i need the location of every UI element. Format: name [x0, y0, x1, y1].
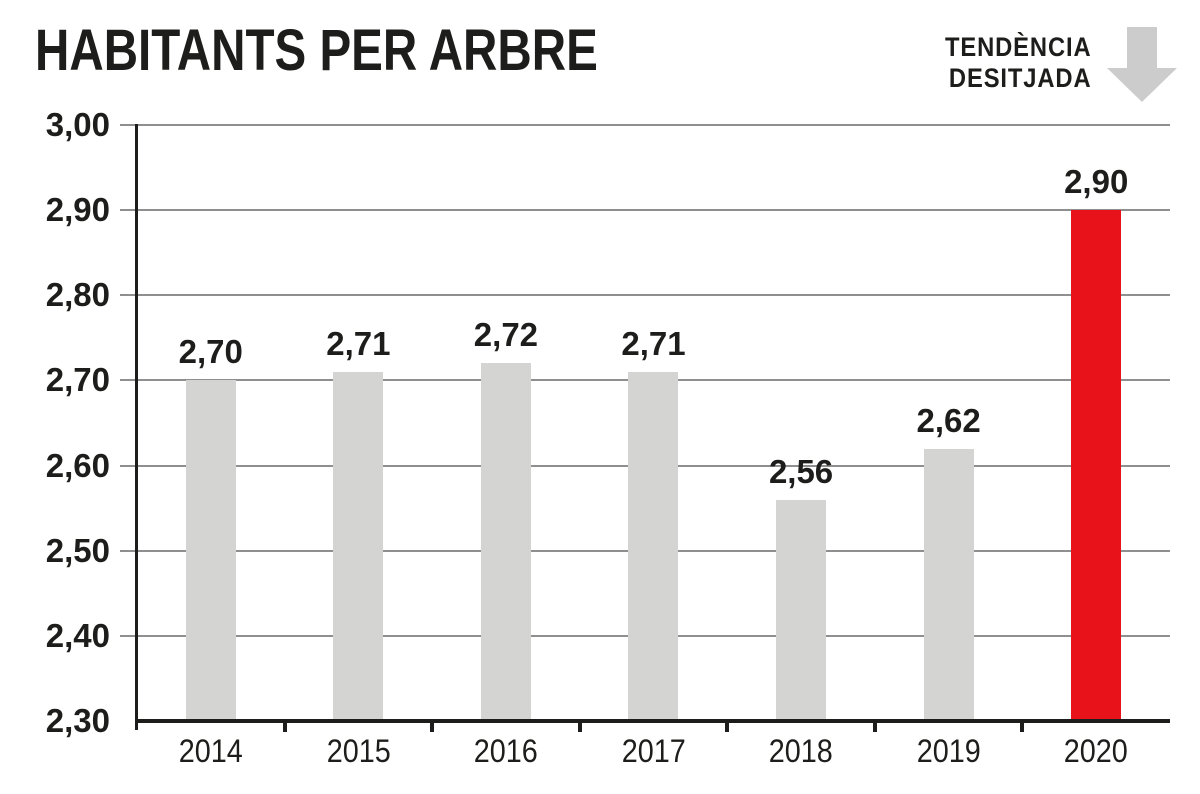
down-arrow-head	[1107, 68, 1177, 102]
y-axis-label: 2,30	[45, 702, 110, 739]
bar-column-2015: 2,71 2015	[285, 125, 433, 769]
x-axis-label-2018: 2018	[769, 733, 834, 769]
bar-value-label-2017: 2,71	[621, 324, 686, 362]
bar-column-2017: 2,71 2017	[580, 125, 728, 769]
bar-value-label-2016: 2,72	[473, 316, 539, 354]
bar-column-2019: 2,62 2019	[875, 125, 1023, 769]
y-axis-label: 2,70	[45, 361, 110, 399]
x-axis-label-2014: 2014	[178, 733, 243, 769]
bar-column-2020: 2,90 2020	[1022, 125, 1170, 769]
bar-value-label-2015: 2,71	[326, 324, 391, 362]
x-axis-tick	[725, 723, 730, 732]
down-arrow-shaft	[1127, 27, 1157, 68]
x-axis-label-2020: 2020	[1064, 733, 1129, 769]
bar-column-2014: 2,70 2014	[137, 125, 285, 769]
bar-value-label-2020: 2,90	[1064, 163, 1129, 201]
bar-2020	[1071, 210, 1122, 721]
bar-2017	[628, 371, 679, 721]
trend-label-line1: TENDÈNCIA	[945, 32, 1092, 62]
x-axis-label-2019: 2019	[916, 733, 981, 769]
trend-legend-label: TENDÈNCIA DESITJADA	[945, 32, 1092, 94]
bar-2015	[333, 371, 384, 721]
bar-2018	[776, 499, 827, 721]
x-axis-label-2016: 2016	[473, 733, 538, 769]
bar-2016	[480, 363, 531, 721]
down-arrow-icon	[1107, 27, 1177, 102]
trend-label-line2: DESITJADA	[949, 63, 1092, 93]
y-axis-label: 3,00	[45, 106, 110, 143]
bar-value-label-2014: 2,70	[178, 333, 243, 371]
gridline-3,00	[120, 124, 1170, 126]
x-axis-tick	[577, 723, 582, 732]
y-axis-label: 2,50	[45, 531, 110, 569]
bar-chart-plot-area: 3,00 2,90 2,80 2,70 2,60 2,50 2,40 2,30 2,70 2014…	[46, 106, 1170, 769]
x-axis-tick	[872, 723, 877, 732]
bar-column-2016: 2,72 2016	[432, 125, 580, 769]
x-axis-tick	[282, 723, 287, 732]
gridline-2,90	[120, 209, 1170, 212]
y-axis-label: 2,90	[45, 191, 110, 229]
x-axis-tick	[1020, 723, 1025, 732]
x-axis-line	[135, 719, 1170, 723]
chart-title: HABITANTS PER ARBRE	[35, 18, 598, 83]
bar-2014	[185, 380, 236, 721]
x-axis-label-2015: 2015	[326, 733, 391, 769]
bar-value-label-2018: 2,56	[768, 452, 834, 490]
y-axis-label: 2,80	[45, 276, 110, 314]
y-axis-line	[135, 124, 138, 730]
y-axis-label: 2,60	[45, 446, 110, 484]
y-axis-label: 2,40	[45, 616, 110, 654]
bar-value-label-2019: 2,62	[916, 401, 981, 439]
x-axis-label-2017: 2017	[621, 733, 686, 769]
bar-column-2018: 2,56 2018	[727, 125, 875, 769]
bar-2019	[923, 448, 974, 721]
gridline-2,80	[120, 294, 1170, 297]
x-axis-tick	[430, 723, 435, 732]
